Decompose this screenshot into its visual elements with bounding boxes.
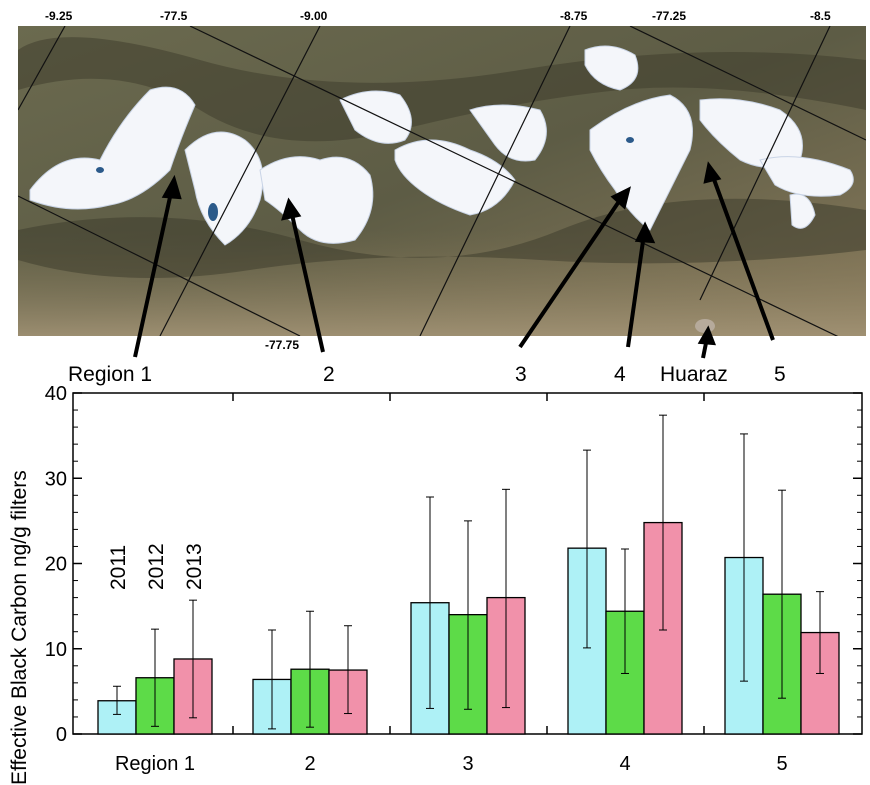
y-tick-label: 10 <box>45 639 67 661</box>
y-tick-label: 40 <box>45 383 67 405</box>
bar-chart: Effective Black Carbon ng/g filters 0 10 2… <box>8 383 863 785</box>
y-tick-label: 30 <box>45 468 67 490</box>
arrowhead-icon <box>697 325 717 346</box>
coord-label: -77.75 <box>265 338 299 352</box>
year-label: 2011 <box>107 545 130 590</box>
pointer-region-2 <box>289 209 325 353</box>
coord-label: -8.75 <box>560 9 588 23</box>
error-bars <box>113 414 824 730</box>
pointer-region-3 <box>518 195 624 349</box>
x-tick-label: 4 <box>619 753 630 775</box>
y-axis: 0 10 20 30 40 <box>45 383 862 746</box>
coord-label: -77.5 <box>160 9 188 23</box>
year-label: 2013 <box>183 543 206 590</box>
arrowhead-icon <box>703 161 722 184</box>
map-label-region-3: 3 <box>515 363 527 386</box>
x-tick-label: 5 <box>776 753 787 775</box>
map-region-labels: Region 1 2 3 4 Huaraz 5 <box>68 363 786 386</box>
region-pointers <box>133 161 775 359</box>
lakes <box>96 137 634 221</box>
coord-label: -77.25 <box>652 9 686 23</box>
arrowhead-icon <box>281 197 302 221</box>
y-axis-label: Effective Black Carbon ng/g filters <box>8 470 31 785</box>
map-label-region-1: Region 1 <box>68 363 152 386</box>
y-tick-label: 0 <box>56 724 67 746</box>
year-label: 2012 <box>145 543 168 590</box>
map-label-huaraz: Huaraz <box>660 363 728 386</box>
map-label-region-4: 4 <box>614 363 626 386</box>
x-tick-label: Region 1 <box>115 753 195 775</box>
arrowhead-icon <box>634 221 656 244</box>
pointer-region-5 <box>710 173 775 341</box>
map-label-region-2: 2 <box>323 363 335 386</box>
arrowhead-icon <box>161 174 182 200</box>
year-labels: 2011 2012 2013 <box>107 543 206 590</box>
x-tick-label: 3 <box>462 753 473 775</box>
huaraz-town <box>695 319 715 333</box>
coord-label: -9.25 <box>45 9 73 23</box>
coord-label: -9.00 <box>300 9 328 23</box>
x-axis: Region 1 2 3 4 5 <box>115 393 788 775</box>
pointer-region-4 <box>626 233 646 348</box>
satellite-map <box>18 26 866 336</box>
coord-label: -8.5 <box>810 9 831 23</box>
coordinate-grid <box>18 26 866 336</box>
map-label-region-5: 5 <box>774 363 786 386</box>
x-tick-label: 2 <box>304 753 315 775</box>
pointer-region-1 <box>133 187 174 358</box>
coordinate-labels: -9.25 -77.5 -9.00 -8.75 -77.25 -8.5 -77.… <box>45 9 831 352</box>
arrowhead-icon <box>610 186 631 210</box>
y-tick-label: 20 <box>45 554 67 576</box>
snow-cover <box>29 45 854 246</box>
